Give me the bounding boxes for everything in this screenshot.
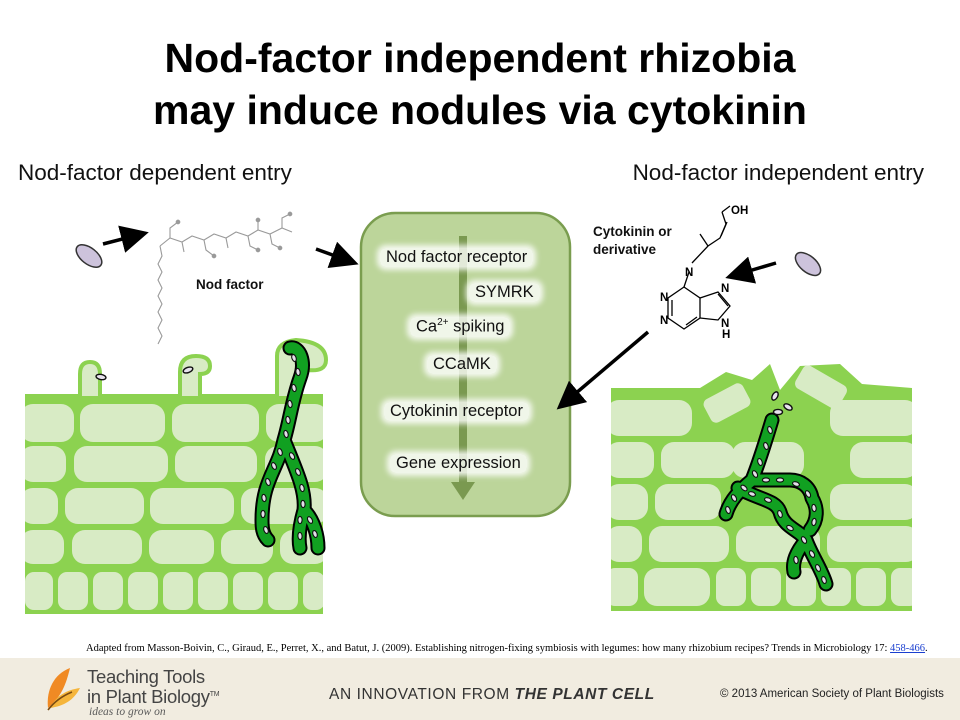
thread-bacterium xyxy=(791,481,801,487)
right-bacterium-arrow xyxy=(725,256,777,284)
spiking-text: spiking xyxy=(448,317,505,336)
cytokinin-label: Cytokinin or derivative xyxy=(593,223,672,259)
innovation-credit: AN INNOVATION FROM THE PLANT CELL xyxy=(329,686,655,704)
thread-bacterium xyxy=(291,383,297,393)
step-symrk: SYMRK xyxy=(469,283,540,302)
left-free-bacteria xyxy=(75,244,194,381)
thread-bacterium xyxy=(815,564,821,572)
cytokinin-to-receptor-arrow xyxy=(556,330,650,410)
thread-bacterium xyxy=(730,494,738,502)
thread-bacterium xyxy=(800,536,808,544)
thread-bacterium xyxy=(808,550,816,558)
atom-n-ring-3: N xyxy=(721,283,729,295)
thread-bacterium xyxy=(821,575,827,585)
thread-bacterium xyxy=(763,497,773,503)
thread-bacterium xyxy=(793,555,799,565)
thread-bacterium xyxy=(297,515,303,525)
thread-bacterium xyxy=(725,505,731,515)
citation-end: . xyxy=(925,643,928,654)
cytokinin-label-line-2: derivative xyxy=(593,242,657,257)
leaf-logo-icon xyxy=(47,668,80,711)
innovation-prefix: AN INNOVATION FROM xyxy=(329,686,515,703)
left-thread-bacteria xyxy=(260,353,318,541)
brand-line-1: Teaching Tools xyxy=(87,666,205,687)
thread-bacterium xyxy=(261,493,267,503)
step-gene-expression: Gene expression xyxy=(390,454,527,473)
atom-n-ring-1: N xyxy=(660,292,668,304)
title-line-2: may induce nodules via cytokinin xyxy=(153,87,807,133)
thread-bacterium xyxy=(287,399,293,409)
thread-bacterium xyxy=(291,353,297,363)
atom-n-ring-4: N xyxy=(721,318,729,330)
citation-text: Adapted from Masson-Boivin, C., Giraud, … xyxy=(86,643,891,654)
citation: Adapted from Masson-Boivin, C., Giraud, … xyxy=(86,643,946,654)
title-line-1: Nod-factor independent rhizobia xyxy=(164,35,796,81)
thread-bacterium xyxy=(761,477,771,483)
thread-bacterium xyxy=(777,509,783,519)
thread-bacterium xyxy=(295,367,301,377)
nod-factor-to-receptor-arrow xyxy=(315,241,359,269)
pathway-flow-arrowhead xyxy=(451,482,475,500)
thread-bacterium xyxy=(312,529,318,539)
atom-oh: OH xyxy=(731,205,748,217)
thread-bacterium xyxy=(277,447,283,457)
left-panel-heading: Nod-factor dependent entry xyxy=(18,160,292,185)
cytokinin-atom-labels: OH N N N N N H xyxy=(660,205,748,341)
footer-bar: Teaching Tools in Plant BiologyTM ideas … xyxy=(0,658,960,720)
thread-bacterium xyxy=(288,452,296,460)
nod-factor-molecule-icon xyxy=(157,211,293,345)
thread-bacterium xyxy=(804,490,812,498)
thread-bacterium xyxy=(283,429,289,439)
step-ccamk: CCaMK xyxy=(427,355,497,374)
brand-line-2: in Plant BiologyTM xyxy=(87,686,220,708)
right-root-tissue xyxy=(611,364,912,611)
cytokinin-molecule-icon xyxy=(667,205,731,330)
step-cytokinin-receptor: Cytokinin receptor xyxy=(384,402,529,421)
citation-pages-link[interactable]: 458-466 xyxy=(890,643,926,654)
thread-bacterium xyxy=(811,517,817,527)
right-free-bacteria xyxy=(771,251,822,416)
thread-bacterium xyxy=(757,457,763,467)
innovation-brand: THE PLANT CELL xyxy=(514,686,655,703)
thread-bacterium xyxy=(811,503,817,513)
thread-bacterium xyxy=(260,509,266,519)
thread-bacterium xyxy=(265,477,271,487)
right-thread-bacteria xyxy=(725,425,827,585)
slide-title: Nod-factor independent rhizobia may indu… xyxy=(0,32,960,136)
thread-bacterium xyxy=(271,462,277,470)
thread-bacterium xyxy=(751,470,759,478)
thread-bacterium xyxy=(300,499,306,509)
thread-bacterium xyxy=(786,524,794,532)
brand-line-2-text: in Plant Biology xyxy=(87,686,210,707)
brand-trademark: TM xyxy=(209,690,220,698)
left-bacterium-arrow xyxy=(102,225,149,253)
thread-bacterium xyxy=(297,531,303,541)
thread-bacterium xyxy=(295,468,301,476)
atom-h: H xyxy=(722,329,730,341)
thread-bacterium xyxy=(306,516,314,524)
thread-bacterium xyxy=(767,425,773,435)
nod-factor-label: Nod factor xyxy=(196,277,264,292)
right-panel-heading: Nod-factor independent entry xyxy=(632,160,924,185)
left-root-tissue xyxy=(25,337,329,614)
ca-symbol: Ca xyxy=(416,317,438,336)
cytokinin-label-line-1: Cytokinin or xyxy=(593,224,672,239)
step-ca-spiking: Ca2+ spiking xyxy=(410,317,511,337)
copyright-notice: © 2013 American Society of Plant Biologi… xyxy=(720,688,944,700)
thread-bacterium xyxy=(775,477,785,483)
thread-bacterium xyxy=(740,484,748,492)
atom-n-amine: N xyxy=(685,267,693,279)
thread-bacterium xyxy=(263,525,269,535)
left-infection-thread xyxy=(254,340,326,556)
ca-charge: 2+ xyxy=(437,317,449,328)
thread-bacterium xyxy=(747,491,757,497)
brand-tagline: ideas to grow on xyxy=(89,706,166,718)
thread-bacterium xyxy=(285,415,291,425)
thread-bacterium xyxy=(763,441,769,451)
thread-bacterium xyxy=(299,483,305,493)
step-nod-factor-receptor: Nod factor receptor xyxy=(380,248,534,267)
atom-n-ring-2: N xyxy=(660,315,668,327)
